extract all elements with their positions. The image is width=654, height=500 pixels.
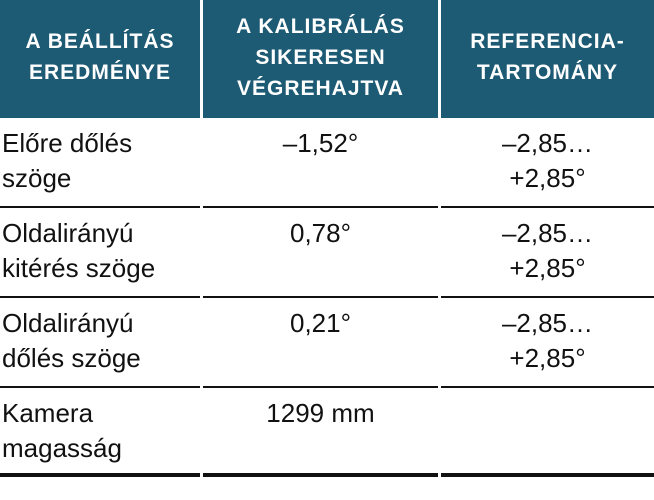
cell — [441, 388, 654, 477]
header-cell: REFERENCIA-TARTOMÁNY — [441, 0, 654, 118]
cell: –1,52° — [203, 118, 438, 208]
cell: –2,85… +2,85° — [441, 208, 654, 298]
cell: Oldalirányú kitérés szöge — [0, 208, 200, 298]
cell-text: Oldalirányú dőlés szöge — [2, 308, 141, 373]
cell: 0,78° — [203, 208, 438, 298]
cell: Kamera magasság — [0, 388, 200, 477]
row: Kamera magasság 1299 mm — [0, 388, 654, 477]
row: Oldalirányú dőlés szöge 0,21° –2,85… +2,… — [0, 298, 654, 388]
header-cell: A BEÁLLÍTÁS EREDMÉNYE — [0, 0, 200, 118]
header-row: A BEÁLLÍTÁS EREDMÉNYE A KALIBRÁLÁS SIKER… — [0, 0, 654, 118]
cell: 1299 mm — [203, 388, 438, 477]
cell-text: –2,85… +2,85° — [501, 128, 594, 193]
cell-text: 1299 mm — [266, 398, 375, 428]
cell-text: Előre dőlés szöge — [2, 128, 133, 193]
cell-text: –2,85… +2,85° — [501, 308, 594, 373]
cell-text: –2,85… +2,85° — [501, 218, 594, 283]
header-cell: A KALIBRÁLÁS SIKERESEN VÉGREHAJTVA — [203, 0, 438, 118]
cell-text: 0,21° — [289, 308, 351, 338]
cell-text: Kamera magasság — [2, 398, 122, 463]
cell: 0,21° — [203, 298, 438, 388]
cell: Oldalirányú dőlés szöge — [0, 298, 200, 388]
cell: –2,85… +2,85° — [441, 298, 654, 388]
row: Előre dőlés szöge –1,52° –2,85… +2,85° — [0, 118, 654, 208]
calibration-table: A BEÁLLÍTÁS EREDMÉNYE A KALIBRÁLÁS SIKER… — [0, 0, 654, 477]
cell: Előre dőlés szöge — [0, 118, 200, 208]
cell-text: –1,52° — [282, 128, 359, 158]
cell-text: 0,78° — [289, 218, 351, 248]
cell: –2,85… +2,85° — [441, 118, 654, 208]
row: Oldalirányú kitérés szöge 0,78° –2,85… +… — [0, 208, 654, 298]
cell-text: Oldalirányú kitérés szöge — [2, 218, 156, 283]
